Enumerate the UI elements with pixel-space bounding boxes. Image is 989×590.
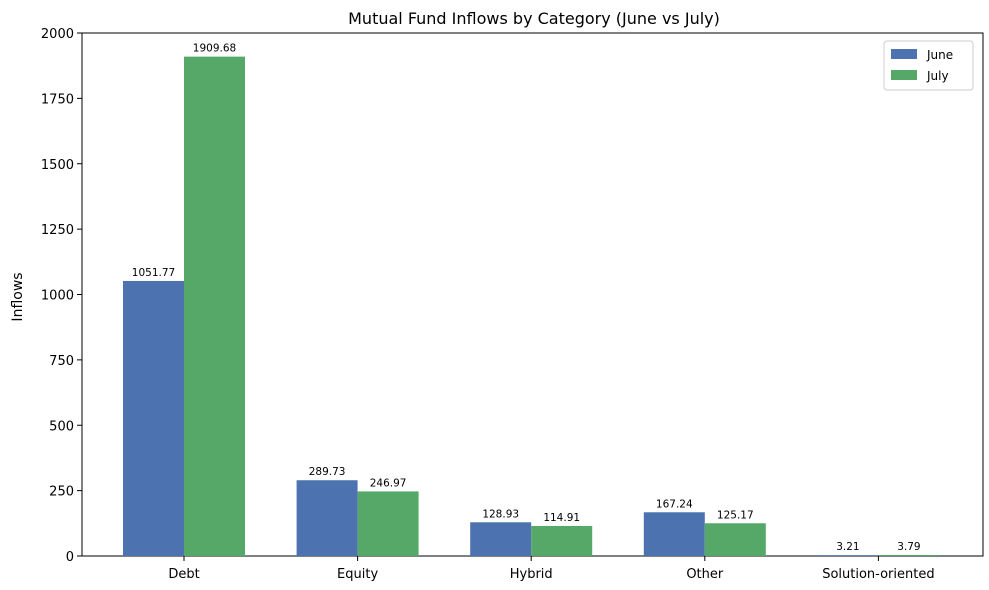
- y-tick-label: 1500: [41, 158, 74, 173]
- y-tick-label: 750: [49, 354, 74, 369]
- y-tick-label: 0: [66, 550, 74, 565]
- y-tick-label: 250: [49, 485, 74, 500]
- chart-title: Mutual Fund Inflows by Category (June vs…: [348, 9, 720, 28]
- data-label: 3.21: [836, 541, 859, 553]
- x-tick-label: Other: [686, 567, 724, 582]
- data-label: 289.73: [309, 466, 346, 478]
- plot-area: 0 250 500 750 1000 1250 1500 1750 2000 1051.77 190…: [41, 27, 984, 582]
- y-tick-label: 1000: [41, 289, 74, 304]
- data-label: 114.91: [543, 512, 580, 524]
- legend: June July: [883, 40, 974, 91]
- bar-june-debt: [123, 280, 184, 556]
- x-tick-label: Solution-oriented: [822, 567, 934, 582]
- data-label: 1909.68: [193, 43, 236, 55]
- x-tick-label: Debt: [168, 567, 199, 582]
- y-tick-label: 1250: [41, 223, 74, 238]
- bar-july-hybrid: [531, 525, 593, 556]
- bar-june-equity: [296, 480, 358, 556]
- x-tick-label: Equity: [337, 567, 378, 582]
- legend-swatch-june: [891, 49, 917, 59]
- bar-july-equity: [357, 491, 419, 556]
- bar-july-solution-oriented: [878, 555, 940, 556]
- data-label: 167.24: [656, 498, 693, 510]
- y-axis-label: Inflows: [10, 272, 26, 321]
- legend-swatch-july: [891, 70, 917, 80]
- data-label: 246.97: [370, 477, 407, 489]
- x-tick-label: Hybrid: [510, 567, 553, 582]
- y-tick-label: 2000: [41, 27, 74, 42]
- data-label: 125.17: [717, 509, 754, 521]
- bar-june-solution-oriented: [817, 555, 879, 556]
- bar-july-debt: [184, 56, 245, 556]
- data-label: 128.93: [482, 508, 519, 520]
- bar-july-other: [704, 523, 766, 556]
- data-label: 3.79: [897, 541, 920, 553]
- bar-june-other: [643, 512, 705, 556]
- y-tick-label: 500: [49, 419, 74, 434]
- data-label: 1051.77: [132, 267, 175, 279]
- legend-label-june: June: [926, 48, 953, 62]
- y-tick-label: 1750: [41, 92, 74, 107]
- bar-june-hybrid: [470, 522, 532, 556]
- legend-label-july: July: [926, 69, 949, 83]
